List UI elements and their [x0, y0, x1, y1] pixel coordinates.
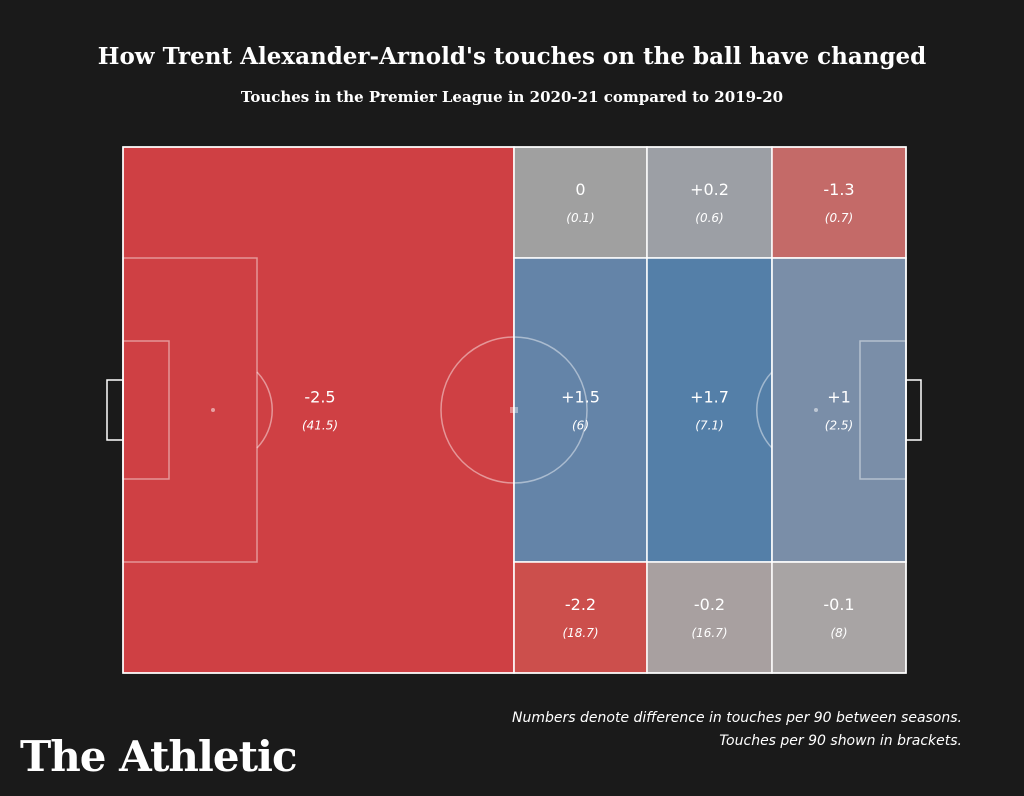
- value-label: +0.2: [690, 180, 729, 199]
- value-label: +1: [827, 388, 851, 407]
- zone: [771, 257, 907, 563]
- note: Touches per 90 shown in brackets.: [719, 733, 962, 749]
- value-label: -1.3: [823, 180, 854, 199]
- touch-label: (2.5): [825, 419, 853, 433]
- touch-label: (7.1): [695, 419, 723, 433]
- zone: [771, 146, 907, 259]
- value-label: -2.5: [304, 388, 335, 407]
- zones: [122, 146, 907, 674]
- value-label: +1.7: [690, 388, 729, 407]
- penalty-spot: [814, 408, 818, 412]
- brand-logo: The Athletic: [20, 732, 297, 781]
- goal: [106, 379, 124, 441]
- touch-label: (0.1): [566, 211, 594, 225]
- center-spot: [510, 407, 518, 413]
- penalty-spot: [211, 408, 215, 412]
- value-label: -0.1: [823, 595, 854, 614]
- zone: [771, 561, 907, 674]
- touch-label: (18.7): [562, 626, 598, 640]
- touch-label: (6): [572, 419, 589, 433]
- zone: [646, 257, 773, 563]
- goal: [905, 379, 922, 441]
- pitch-lines: [106, 146, 922, 674]
- note: Numbers denote difference in touches per…: [512, 710, 962, 726]
- penalty-arc: [256, 371, 273, 449]
- zone-labels: -2.5 (41.5) 0 (0.1) +0.2 (0.6) -1.3 (0.7) +1.5 (6…: [302, 180, 855, 640]
- zone: [513, 257, 648, 563]
- value-label: -0.2: [694, 595, 725, 614]
- center-circle: [440, 336, 588, 484]
- zone: [513, 561, 648, 674]
- touch-label: (8): [831, 626, 848, 640]
- touch-label: (0.6): [695, 211, 723, 225]
- chart-subtitle: Touches in the Premier League in 2020-21…: [241, 88, 783, 106]
- zone: [646, 561, 773, 674]
- touch-label: (0.7): [825, 211, 853, 225]
- touch-label: (41.5): [302, 419, 338, 433]
- value-label: -2.2: [565, 595, 596, 614]
- zone: [513, 146, 648, 259]
- chart-title: How Trent Alexander-Arnold's touches on …: [98, 43, 927, 70]
- value-label: +1.5: [561, 388, 600, 407]
- penalty-arc: [756, 371, 773, 449]
- touch-label: (16.7): [691, 626, 727, 640]
- zone: [646, 146, 773, 259]
- value-label: 0: [575, 180, 585, 199]
- zone: [122, 146, 515, 674]
